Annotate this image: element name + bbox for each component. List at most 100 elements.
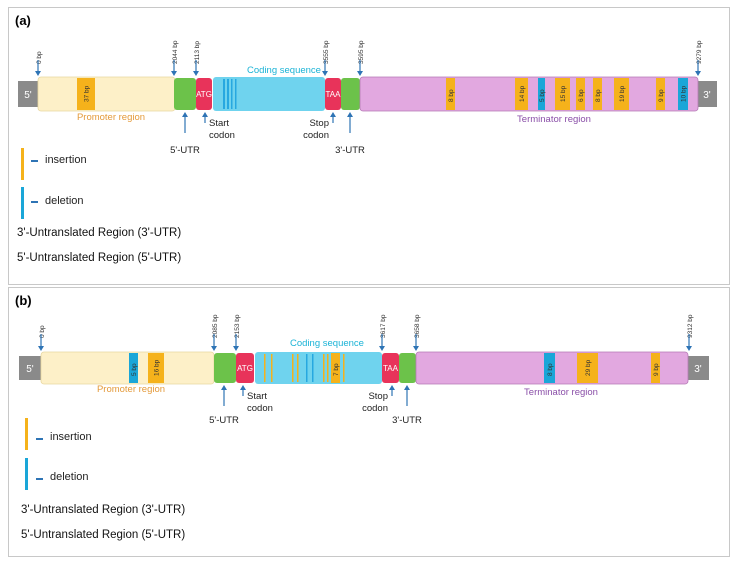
stop-codon-label: TAA [383, 364, 399, 373]
start-codon-annotation: Start [247, 391, 267, 402]
variant-size-label: 15 bp [560, 85, 567, 102]
start-codon-annotation: Start [209, 118, 229, 129]
insertion-bar [148, 353, 164, 383]
five-prime-end [19, 356, 41, 380]
start-codon-annotation: codon [209, 130, 235, 141]
deletion-legend-label: deletion [50, 471, 89, 483]
insertion-bar [446, 78, 455, 110]
variant-size-label: 16 bp [154, 359, 161, 376]
three-prime-end-label: 3' [703, 90, 711, 101]
three-prime-end [687, 356, 709, 380]
stop-codon-box [382, 353, 399, 383]
insertion-legend-label: insertion [45, 154, 87, 166]
utr5-box [174, 78, 196, 110]
bp-position-label: 3658 bp [414, 314, 421, 338]
bp-position-label: 3595 bp [358, 40, 365, 64]
legend-dash [31, 201, 38, 203]
bp-position-label: 0 bp [36, 51, 43, 64]
variant-size-label: 9 bp [653, 363, 660, 376]
deletion-legend-swatch [25, 458, 28, 490]
insertion-bar [555, 78, 570, 110]
panel-label: (a) [15, 13, 31, 28]
coding-variant-stripe [327, 354, 329, 382]
coding-variant-stripe [312, 354, 314, 382]
coding-sequence [255, 352, 382, 384]
stop-codon-box [325, 78, 341, 110]
deletion-bar [538, 78, 545, 110]
variant-size-label: 8 bp [547, 363, 554, 376]
insertion-bar [331, 353, 340, 383]
annotation-arrowhead [347, 112, 353, 117]
variant-size-label: 5 bp [131, 363, 138, 376]
marker-arrowhead [211, 346, 217, 351]
stop-codon-annotation: codon [303, 130, 329, 141]
bp-position-label: 2153 bp [234, 314, 241, 338]
annotation-arrowhead [202, 112, 208, 117]
insertion-bar [576, 78, 585, 110]
utr3-annotation: 3'-UTR [392, 415, 422, 426]
bp-position-label: 3555 bp [323, 40, 330, 64]
utr5-annotation: 5'-UTR [209, 415, 239, 426]
start-codon-box [236, 353, 254, 383]
five-prime-end-label: 5' [24, 90, 32, 101]
marker-arrowhead [322, 71, 328, 76]
annotation-arrowhead [404, 385, 410, 390]
coding-variant-stripe [264, 354, 266, 382]
legend-dash [31, 160, 38, 162]
start-codon-box [196, 78, 212, 110]
marker-arrowhead [379, 346, 385, 351]
insertion-bar [656, 78, 665, 110]
start-codon-label: ATG [196, 90, 212, 99]
coding-variant-stripe [292, 354, 294, 382]
utr5-definition: 5'-Untranslated Region (5'-UTR) [21, 529, 186, 541]
coding-sequence-label: Coding sequence [247, 65, 321, 76]
annotation-arrowhead [389, 385, 395, 390]
marker-arrowhead [35, 71, 41, 76]
bp-position-label: 2113 bp [194, 41, 201, 64]
marker-arrowhead [233, 346, 239, 351]
bp-position-label: 3617 bp [380, 314, 387, 338]
variant-size-label: 37 bp [84, 85, 91, 102]
insertion-bar [577, 353, 598, 383]
coding-variant-stripe [223, 79, 225, 109]
terminator-region-label: Terminator region [524, 387, 598, 398]
three-prime-end-label: 3' [694, 364, 702, 375]
promoter-region-label: Promoter region [77, 112, 145, 123]
marker-arrowhead [695, 71, 701, 76]
variant-size-label: 10 bp [681, 85, 688, 102]
coding-variant-stripe [306, 354, 308, 382]
panel-a: (a) 5' 3' ATG TAA 37 bp 8 bp 14 bp 5 bp 15 bp 6 b… [8, 7, 730, 285]
five-prime-end [18, 81, 38, 107]
insertion-bar [614, 78, 629, 110]
stop-codon-annotation: Stop [309, 118, 329, 129]
promoter-region [37, 76, 176, 112]
coding-variant-stripe [227, 79, 229, 109]
coding-variant-stripe [343, 354, 345, 382]
utr3-box [341, 78, 360, 110]
coding-variant-stripe [231, 79, 233, 109]
start-codon-label: ATG [237, 364, 253, 373]
bp-position-label: 2044 bp [172, 40, 179, 64]
insertion-legend-label: insertion [50, 431, 92, 443]
variant-size-label: 7 bp [333, 363, 340, 376]
utr3-definition: 3'-Untranslated Region (3'-UTR) [17, 227, 182, 239]
panel-b: (b) 5' 3' ATG TAA 5 bp 16 bp 7 bp 8 bp 29 bp 9 bp… [8, 287, 730, 557]
utr3-box [399, 353, 416, 383]
legend-dash [36, 438, 43, 440]
insertion-legend-swatch [21, 148, 24, 180]
deletion-legend-swatch [21, 187, 24, 219]
coding-variant-stripe [271, 354, 273, 382]
coding-variant-stripe [323, 354, 325, 382]
five-prime-end-label: 5' [26, 364, 34, 375]
variant-size-label: 8 bp [448, 89, 455, 102]
stop-codon-label: TAA [326, 90, 342, 99]
bp-position-label: 9312 bp [687, 314, 694, 338]
utr3-annotation: 3'-UTR [335, 145, 365, 156]
variant-size-label: 19 bp [619, 85, 626, 102]
start-codon-annotation: codon [247, 403, 273, 414]
terminator-region-label: Terminator region [517, 114, 591, 125]
three-prime-end [697, 81, 717, 107]
marker-arrowhead [357, 71, 363, 76]
utr5-definition: 5'-Untranslated Region (5'-UTR) [17, 252, 182, 264]
deletion-bar [544, 353, 555, 383]
